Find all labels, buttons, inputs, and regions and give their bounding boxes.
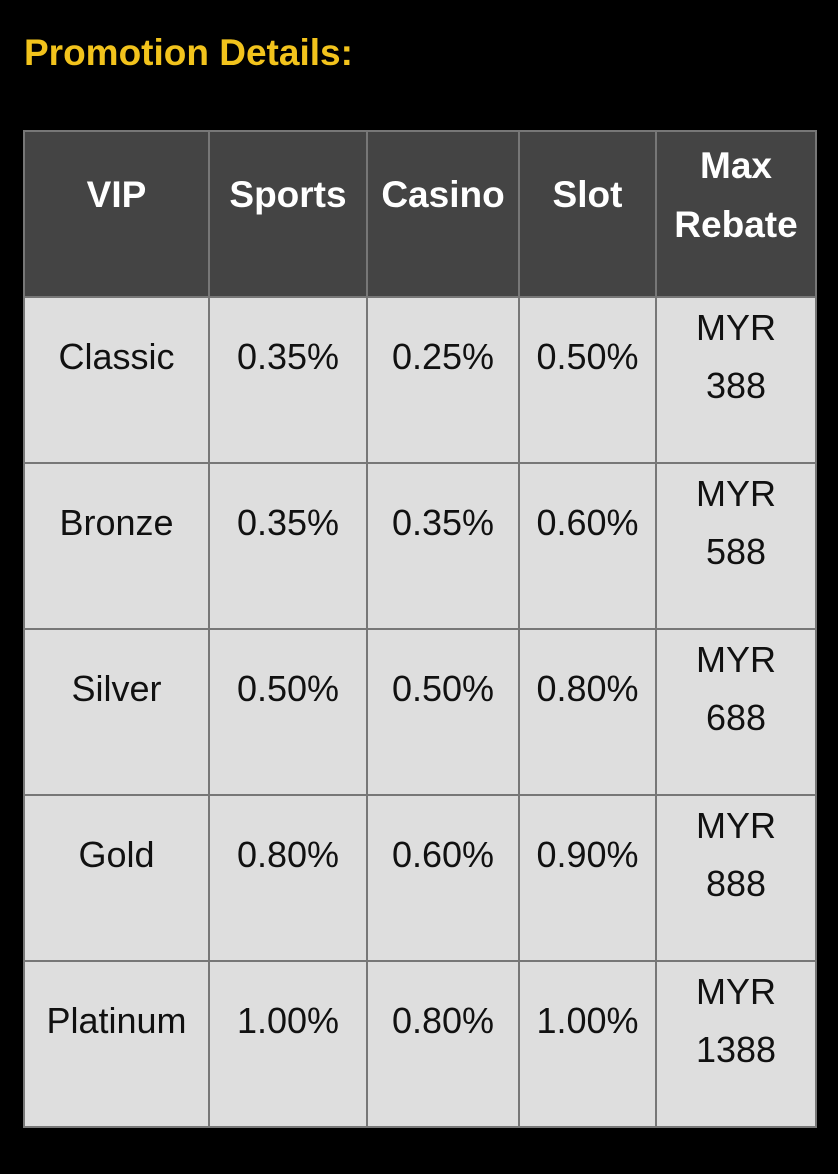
cell-casino: 0.60%: [366, 794, 520, 962]
cell-vip: Platinum: [23, 960, 210, 1128]
cell-casino: 0.50%: [366, 628, 520, 796]
cell-max-rebate: MYR 688: [655, 628, 817, 796]
cell-vip: Gold: [23, 794, 210, 962]
header-row: VIP Sports Casino Slot Max Rebate: [23, 130, 817, 298]
cell-sports: 0.35%: [208, 296, 368, 464]
header-sports: Sports: [208, 130, 368, 298]
cell-casino: 0.35%: [366, 462, 520, 630]
page-title: Promotion Details:: [24, 32, 353, 73]
cell-vip: Bronze: [23, 462, 210, 630]
cell-slot: 0.90%: [518, 794, 657, 962]
cell-max-rebate: MYR 1388: [655, 960, 817, 1128]
header-max-rebate: Max Rebate: [655, 130, 817, 298]
cell-sports: 0.50%: [208, 628, 368, 796]
table-row: Classic 0.35% 0.25% 0.50% MYR 388: [23, 296, 817, 464]
cell-sports: 0.35%: [208, 462, 368, 630]
cell-max-rebate: MYR 588: [655, 462, 817, 630]
cell-sports: 0.80%: [208, 794, 368, 962]
promotion-table: VIP Sports Casino Slot Max Rebate Classi…: [23, 130, 817, 1128]
cell-max-rebate: MYR 888: [655, 794, 817, 962]
cell-max-rebate: MYR 388: [655, 296, 817, 464]
table-row: Bronze 0.35% 0.35% 0.60% MYR 588: [23, 462, 817, 630]
cell-vip: Classic: [23, 296, 210, 464]
table-row: Platinum 1.00% 0.80% 1.00% MYR 1388: [23, 960, 817, 1128]
cell-vip: Silver: [23, 628, 210, 796]
cell-casino: 0.80%: [366, 960, 520, 1128]
header-vip: VIP: [23, 130, 210, 298]
cell-slot: 1.00%: [518, 960, 657, 1128]
cell-slot: 0.50%: [518, 296, 657, 464]
table-row: Gold 0.80% 0.60% 0.90% MYR 888: [23, 794, 817, 962]
table-row: Silver 0.50% 0.50% 0.80% MYR 688: [23, 628, 817, 796]
cell-casino: 0.25%: [366, 296, 520, 464]
cell-sports: 1.00%: [208, 960, 368, 1128]
cell-slot: 0.80%: [518, 628, 657, 796]
cell-slot: 0.60%: [518, 462, 657, 630]
header-slot: Slot: [518, 130, 657, 298]
header-casino: Casino: [366, 130, 520, 298]
